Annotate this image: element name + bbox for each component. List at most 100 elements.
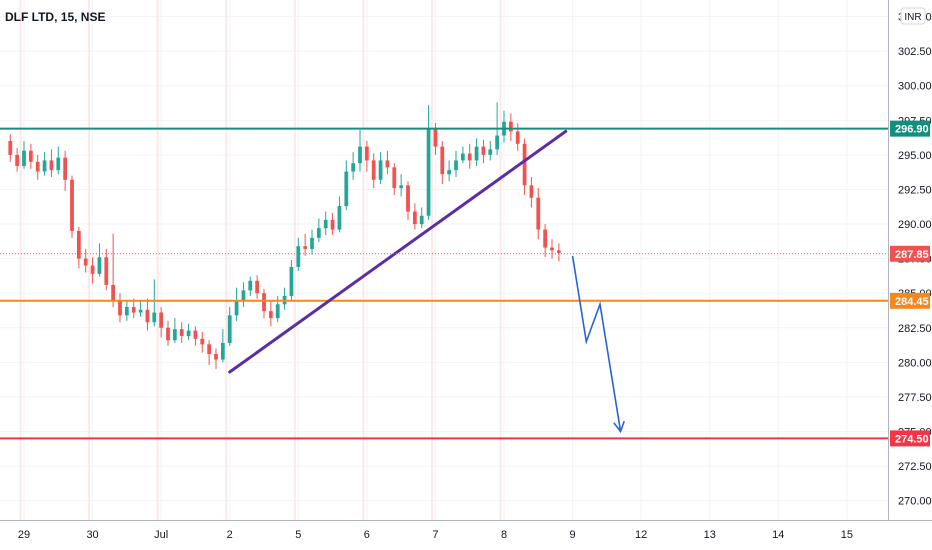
candle-body xyxy=(56,157,61,171)
candle-body xyxy=(460,153,465,161)
candle-body xyxy=(371,160,376,180)
candle-body xyxy=(358,146,362,164)
candle-body xyxy=(186,330,191,337)
candle-body xyxy=(522,143,527,186)
candle-body xyxy=(111,284,116,301)
candle-body xyxy=(440,146,445,175)
candle-body xyxy=(172,329,177,341)
time-tick-label: 5 xyxy=(295,529,301,541)
candle-body xyxy=(474,146,479,161)
candle-body xyxy=(83,258,88,266)
candle-body xyxy=(28,150,33,162)
candle-body xyxy=(15,154,20,166)
candle-body xyxy=(207,344,212,355)
candle-body xyxy=(42,160,47,172)
candle-body xyxy=(220,342,225,360)
candle-body xyxy=(97,257,102,274)
time-axis[interactable] xyxy=(0,520,932,550)
time-tick-label: 14 xyxy=(772,529,784,541)
projection-path[interactable] xyxy=(571,255,622,432)
candle-body xyxy=(241,290,246,302)
candle-body xyxy=(515,131,520,144)
time-tick-label: 12 xyxy=(635,529,647,541)
projection-arrowhead-icon xyxy=(613,420,625,434)
price-tick-label: 270.00 xyxy=(898,496,932,508)
candle-body xyxy=(22,150,26,166)
trendline[interactable] xyxy=(228,129,568,374)
candle-body xyxy=(433,128,438,147)
session-separators xyxy=(19,0,502,520)
price-tick-label: 302.50 xyxy=(898,46,932,58)
time-tick-label: 6 xyxy=(364,529,370,541)
candle-body xyxy=(118,300,122,316)
candle-body xyxy=(296,246,301,267)
horizontal-levels[interactable] xyxy=(0,127,888,440)
price-tick-label: 295.00 xyxy=(898,150,932,162)
candle-body xyxy=(488,149,493,155)
candle-body xyxy=(166,327,170,341)
candle-body xyxy=(214,354,218,360)
candle-body xyxy=(138,309,143,313)
candle-body xyxy=(406,185,410,212)
candle-body xyxy=(124,307,129,316)
candle-body xyxy=(536,197,541,230)
support-tag-label: 284.45 xyxy=(895,296,929,308)
time-tick-label: 15 xyxy=(841,529,853,541)
candle-body xyxy=(385,160,390,168)
candle-body xyxy=(310,237,314,249)
candle-body xyxy=(556,250,561,254)
candle-body xyxy=(104,257,109,285)
time-tick-label: 30 xyxy=(86,529,98,541)
candle-body xyxy=(193,330,198,339)
candle-body xyxy=(8,141,13,155)
candle-body xyxy=(70,179,74,231)
price-axis[interactable] xyxy=(888,0,932,550)
candle-body xyxy=(481,146,486,155)
time-tick-label: 2 xyxy=(227,529,233,541)
candle-body xyxy=(262,293,266,312)
price-tick-label: 292.50 xyxy=(898,184,932,196)
candle-body xyxy=(399,185,404,189)
candle-body xyxy=(268,311,273,319)
candle-body xyxy=(495,135,500,150)
candlestick-series xyxy=(8,102,561,370)
candle-body xyxy=(131,307,136,313)
vertical-grid xyxy=(23,0,848,520)
time-tick-label: 8 xyxy=(501,529,507,541)
price-tick-label: 290.00 xyxy=(898,219,932,231)
last-price-tag-label: 287.85 xyxy=(895,249,929,261)
currency-button[interactable]: INR xyxy=(900,7,926,25)
price-tick-label: 277.50 xyxy=(898,392,932,404)
candle-body xyxy=(159,312,164,328)
candle-body xyxy=(508,121,513,132)
candle-body xyxy=(248,280,253,291)
candle-body xyxy=(543,229,548,248)
candle-body xyxy=(392,167,397,189)
candle-body xyxy=(529,185,534,198)
candle-body xyxy=(467,153,472,161)
candle-body xyxy=(364,146,369,161)
resistance-tag-label: 296.90 xyxy=(895,124,929,136)
candle-body xyxy=(255,280,260,294)
candle-body xyxy=(234,301,239,316)
time-tick-label: 7 xyxy=(432,529,438,541)
time-tick-label: Jul xyxy=(154,529,168,541)
candle-body xyxy=(200,338,205,345)
price-tick-label: 282.50 xyxy=(898,323,932,335)
candle-body xyxy=(179,329,184,337)
target-tag xyxy=(890,430,930,447)
drawings[interactable] xyxy=(228,129,625,434)
price-tick-label: 300.00 xyxy=(898,81,932,93)
candle-body xyxy=(275,304,280,319)
time-axis-ticks: 29 30 Jul 2 5 6 7 8 9 12 13 14 15 xyxy=(18,529,853,541)
time-tick-label: 9 xyxy=(570,529,576,541)
candle-body xyxy=(378,160,383,180)
candle-body xyxy=(227,315,232,343)
time-tick-label: 13 xyxy=(704,529,716,541)
candle-body xyxy=(550,247,554,251)
candle-body xyxy=(447,170,452,175)
symbol-title[interactable]: DLF LTD, 15, NSE xyxy=(5,10,105,24)
candle-body xyxy=(419,215,424,225)
candle-body xyxy=(412,211,417,225)
